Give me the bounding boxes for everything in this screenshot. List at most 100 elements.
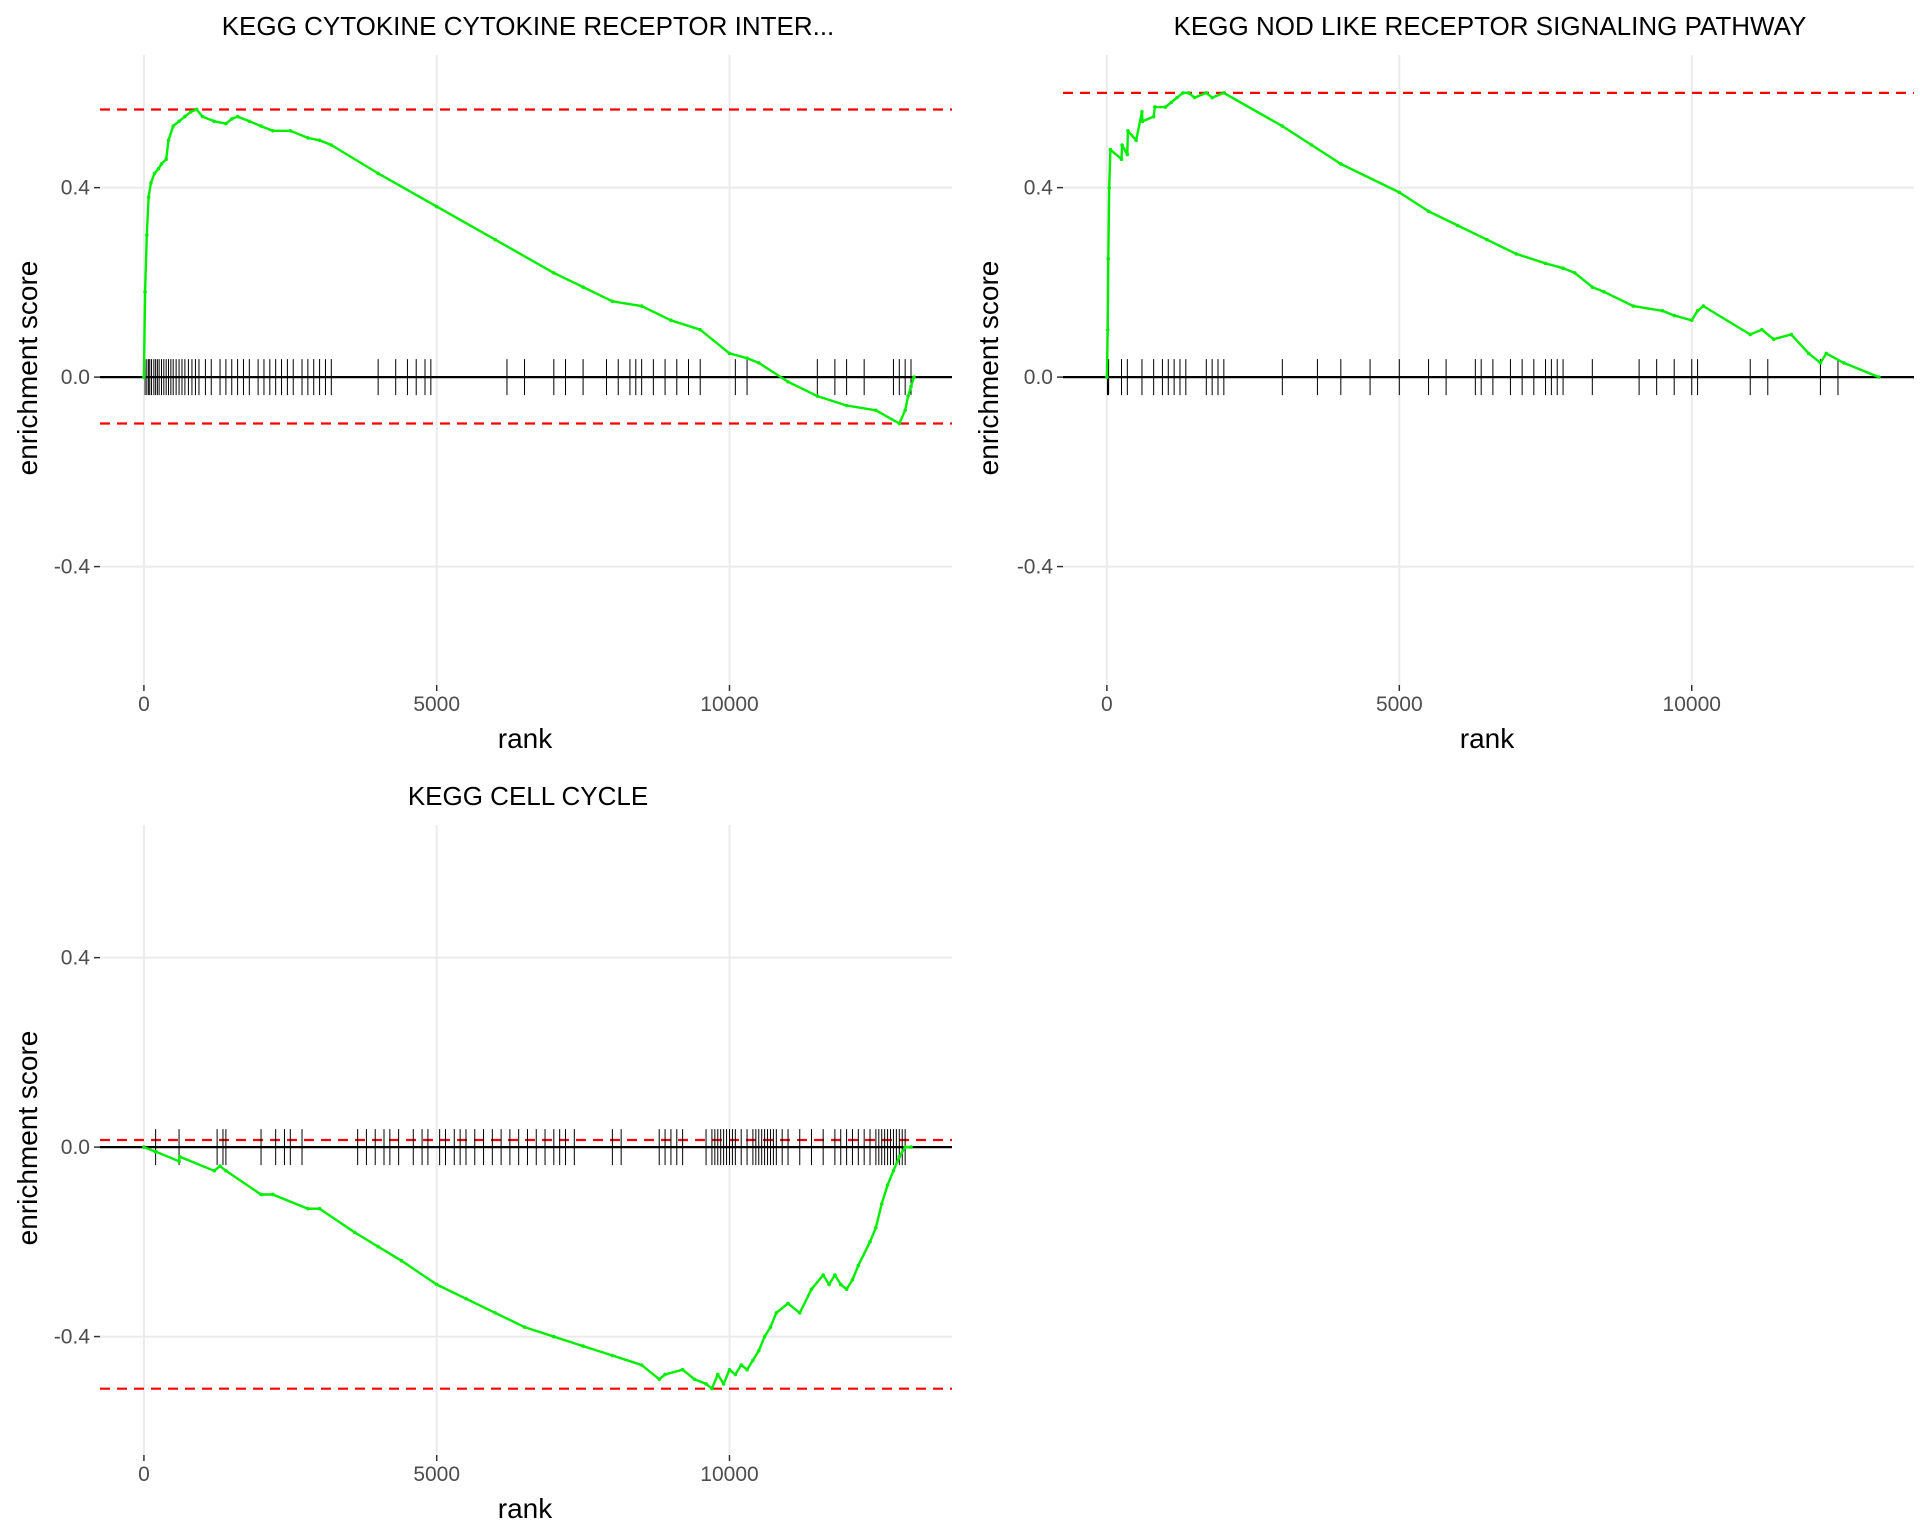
running-score-point bbox=[1572, 271, 1577, 275]
running-score-point bbox=[906, 394, 910, 398]
running-score-point bbox=[1514, 252, 1519, 256]
y-tick-label: -0.4 bbox=[1017, 556, 1054, 579]
running-score-point bbox=[1760, 327, 1764, 332]
running-score-point bbox=[1105, 375, 1109, 379]
running-score-point bbox=[146, 195, 151, 199]
running-score-point bbox=[1119, 157, 1124, 162]
running-score-point bbox=[1602, 290, 1606, 294]
x-axis-label: rank bbox=[498, 723, 553, 754]
y-tick-label: -0.4 bbox=[54, 556, 91, 579]
running-score-point bbox=[1108, 147, 1113, 152]
running-score-point bbox=[692, 1377, 697, 1382]
running-score-point bbox=[821, 1273, 825, 1277]
running-score-point bbox=[142, 375, 146, 379]
running-score-point bbox=[1126, 128, 1130, 133]
running-score-point bbox=[1455, 223, 1460, 228]
running-score-point bbox=[166, 138, 171, 143]
running-score-point bbox=[874, 408, 878, 413]
running-score-point bbox=[727, 351, 732, 356]
running-score-point bbox=[1543, 261, 1548, 266]
running-score-point bbox=[270, 1192, 275, 1197]
running-score-point bbox=[844, 1287, 849, 1292]
running-score-line bbox=[143, 1145, 911, 1390]
y-tick-label: 0.4 bbox=[1024, 177, 1054, 200]
running-score-point bbox=[1590, 285, 1595, 289]
running-score-point bbox=[376, 1244, 380, 1249]
running-score-point bbox=[188, 110, 193, 114]
running-score-point bbox=[756, 1348, 761, 1353]
running-score-point bbox=[1105, 327, 1110, 332]
x-tick-label: 5000 bbox=[1376, 693, 1423, 716]
running-score-point bbox=[1107, 185, 1112, 190]
running-score-point bbox=[164, 157, 168, 162]
running-score-point bbox=[897, 421, 902, 426]
running-score-point bbox=[434, 1282, 439, 1287]
running-score-point bbox=[827, 1282, 831, 1287]
running-score-point bbox=[1140, 110, 1144, 114]
running-score-point bbox=[1309, 143, 1314, 147]
running-score-point bbox=[879, 1202, 884, 1206]
running-score-point bbox=[1339, 162, 1343, 166]
running-score-point bbox=[1169, 100, 1174, 105]
running-score-point bbox=[399, 1258, 404, 1263]
running-score-point bbox=[177, 119, 181, 124]
running-score-point bbox=[1397, 190, 1402, 195]
y-tick-label: -0.4 bbox=[54, 1326, 91, 1349]
x-tick-label: 0 bbox=[138, 693, 150, 716]
running-score-point bbox=[838, 1282, 843, 1287]
running-score-point bbox=[200, 114, 205, 119]
running-score-point bbox=[1134, 138, 1138, 143]
running-score-point bbox=[756, 361, 761, 365]
x-axis-label: rank bbox=[1460, 723, 1515, 754]
running-score-point bbox=[1192, 95, 1197, 100]
running-score-point bbox=[909, 384, 913, 389]
running-score-point bbox=[306, 136, 310, 140]
x-axis-label: rank bbox=[498, 1493, 553, 1524]
running-score-point bbox=[891, 1168, 896, 1173]
running-score-point bbox=[786, 380, 790, 384]
running-score-point bbox=[1877, 375, 1881, 379]
running-score-point bbox=[1204, 91, 1209, 95]
running-score-point bbox=[663, 1372, 667, 1377]
running-score-point bbox=[856, 1263, 861, 1268]
running-score-point bbox=[912, 375, 916, 379]
running-score-point bbox=[522, 1325, 527, 1329]
y-tick-label: 0.0 bbox=[1024, 366, 1053, 389]
running-score-point bbox=[903, 1145, 907, 1149]
running-score-point bbox=[152, 171, 157, 176]
running-score-point bbox=[156, 166, 161, 171]
panel-cell-cycle: KEGG CELL CYCLE 0.4 0.0 -0.4 0 5000 10000 enr… bbox=[12, 781, 952, 1524]
running-score-point bbox=[1660, 308, 1665, 313]
running-score-point bbox=[844, 403, 849, 408]
running-score-point bbox=[745, 356, 749, 360]
running-score-point bbox=[329, 143, 334, 147]
running-score-point bbox=[1140, 119, 1145, 124]
running-score-point bbox=[786, 1301, 790, 1306]
running-score-point bbox=[212, 119, 216, 124]
running-score-point bbox=[493, 237, 498, 242]
running-score-point bbox=[1824, 351, 1829, 356]
running-score-point bbox=[710, 1386, 714, 1391]
running-score-point bbox=[639, 1363, 644, 1367]
running-score-point bbox=[1151, 114, 1156, 119]
running-score-point bbox=[306, 1206, 310, 1211]
x-tick-label: 10000 bbox=[700, 1463, 758, 1486]
running-score-point bbox=[1106, 256, 1111, 261]
panel-nod-like-receptor: KEGG NOD LIKE RECEPTOR SIGNALING PATHWAY… bbox=[973, 11, 1914, 754]
running-score-point bbox=[903, 408, 907, 413]
running-score-point bbox=[1153, 105, 1157, 109]
running-score-point bbox=[774, 1311, 779, 1315]
running-score-point bbox=[143, 290, 147, 294]
x-tick-label: 10000 bbox=[700, 693, 758, 716]
panel-title: KEGG NOD LIKE RECEPTOR SIGNALING PATHWAY bbox=[1174, 11, 1807, 41]
y-tick-label: 0.4 bbox=[61, 947, 91, 970]
running-score-point bbox=[680, 1367, 685, 1372]
running-score-point bbox=[270, 128, 275, 133]
running-score-point bbox=[762, 1334, 767, 1339]
running-score-point bbox=[376, 171, 380, 176]
panel-cytokine-receptor: KEGG CYTOKINE CYTOKINE RECEPTOR INTER...… bbox=[12, 11, 952, 754]
running-score-point bbox=[235, 114, 240, 119]
running-score-point bbox=[698, 327, 703, 332]
running-score-point bbox=[259, 124, 263, 128]
